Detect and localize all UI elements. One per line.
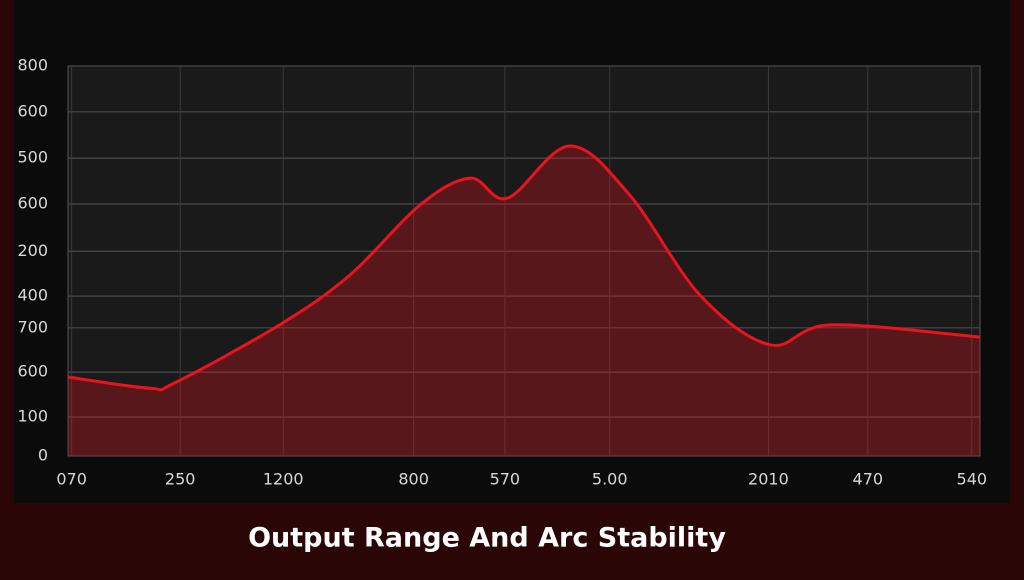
y-tick-label: 0 xyxy=(38,446,48,465)
y-tick-label: 500 xyxy=(17,148,48,167)
x-tick-label: 540 xyxy=(957,470,988,489)
y-tick-label: 600 xyxy=(17,101,48,120)
x-tick-label: 800 xyxy=(398,470,429,489)
x-tick-label: 470 xyxy=(853,470,884,489)
y-tick-label: 700 xyxy=(17,317,48,336)
y-tick-label: 200 xyxy=(17,241,48,260)
area xyxy=(68,145,980,457)
y-tick-label: 100 xyxy=(17,407,48,426)
y-tick-label: 600 xyxy=(17,193,48,212)
x-tick-label: 250 xyxy=(165,470,196,489)
x-tick-label: 070 xyxy=(56,470,87,489)
y-tick-label: 400 xyxy=(17,286,48,305)
x-tick-label: 570 xyxy=(490,470,521,489)
x-tick-label: 5.00 xyxy=(592,470,628,489)
y-tick-label: 600 xyxy=(17,362,48,381)
plot-area xyxy=(67,65,981,457)
x-tick-label: 1200 xyxy=(263,470,304,489)
chart-title: Output Range And Arc Stability xyxy=(248,523,726,554)
y-tick-label: 800 xyxy=(17,56,48,75)
x-tick-label: 2010 xyxy=(748,470,789,489)
line xyxy=(67,144,981,392)
